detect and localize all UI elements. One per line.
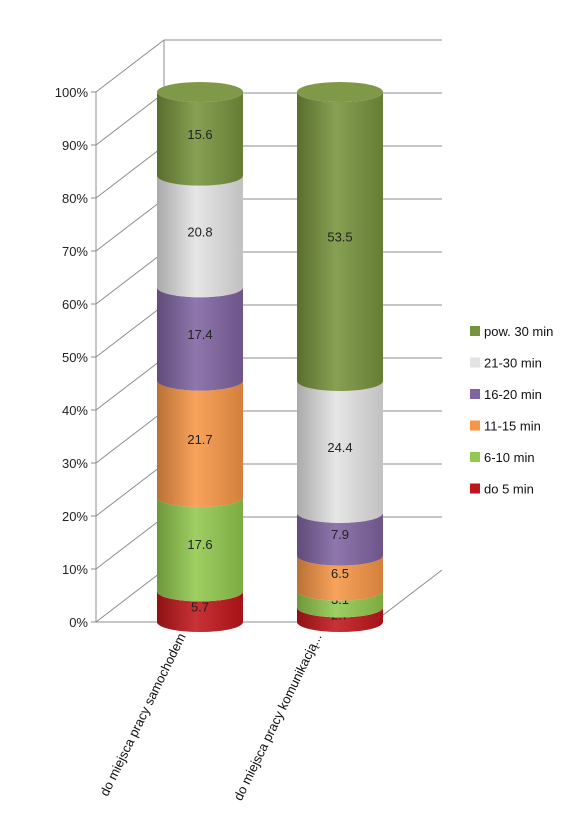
y-tick-label: 50% bbox=[62, 350, 88, 365]
bar-segment bbox=[297, 590, 383, 618]
gridline-side bbox=[95, 92, 165, 146]
data-label: 21.7 bbox=[187, 432, 212, 447]
y-tick-label: 0% bbox=[69, 615, 88, 630]
bar-top-cap bbox=[157, 82, 243, 102]
data-label: 53.5 bbox=[327, 230, 352, 245]
bar-segment bbox=[157, 287, 243, 391]
bar-segment bbox=[157, 591, 243, 632]
gridlines bbox=[95, 39, 442, 570]
floor-right-edge bbox=[373, 569, 443, 623]
bar-segment bbox=[157, 175, 243, 298]
legend-item: pow. 30 min bbox=[470, 324, 553, 339]
y-tick-label: 20% bbox=[62, 509, 88, 524]
bar-segment bbox=[157, 497, 243, 602]
data-label: 6.5 bbox=[331, 566, 349, 581]
legend-label: do 5 min bbox=[484, 482, 534, 497]
gridline-side bbox=[95, 145, 165, 199]
legend-item: 21-30 min bbox=[470, 356, 542, 371]
category-label: do miejsca pracy komunikacją... bbox=[230, 631, 324, 803]
y-tick-label: 40% bbox=[62, 403, 88, 418]
bar-segment bbox=[297, 555, 383, 601]
bars: 5.717.621.717.420.815.62.73.16.57.924.45… bbox=[157, 82, 383, 632]
y-tick-label: 100% bbox=[55, 85, 89, 100]
y-tick-label: 70% bbox=[62, 244, 88, 259]
legend-item: 6-10 min bbox=[470, 450, 535, 465]
data-label: 20.8 bbox=[187, 224, 212, 239]
y-tick-label: 60% bbox=[62, 297, 88, 312]
y-tick-label: 90% bbox=[62, 138, 88, 153]
data-label: 5.7 bbox=[191, 600, 209, 615]
legend-label: pow. 30 min bbox=[484, 324, 553, 339]
data-label: 15.6 bbox=[187, 127, 212, 142]
bar-segment bbox=[157, 380, 243, 508]
bar-stack: 2.73.16.57.924.453.5 bbox=[297, 82, 383, 632]
legend-item: 16-20 min bbox=[470, 387, 542, 402]
legend-label: 21-30 min bbox=[484, 356, 542, 371]
legend: pow. 30 min 21-30 min 16-20 min 11-15 min 6-… bbox=[470, 324, 553, 497]
legend-swatch bbox=[470, 420, 480, 431]
legend-label: 16-20 min bbox=[484, 387, 542, 402]
gridline-side bbox=[95, 516, 165, 570]
data-label: 7.9 bbox=[331, 527, 349, 542]
gridline-side bbox=[95, 251, 165, 305]
bar-segment bbox=[157, 92, 243, 186]
gridline-side bbox=[95, 410, 165, 464]
bar-segment bbox=[297, 92, 383, 392]
legend-swatch bbox=[470, 357, 480, 368]
bar-segment bbox=[297, 607, 383, 632]
legend-item: do 5 min bbox=[470, 482, 534, 497]
category-label: do miejsca pracy samochodem bbox=[97, 631, 189, 799]
data-label: 17.6 bbox=[187, 537, 212, 552]
y-axis: 0% 10% 20% 30% 40% 50% 60% 70% 80% 90% 100% bbox=[55, 85, 96, 630]
chart-walls bbox=[95, 40, 443, 623]
gridline-side bbox=[95, 357, 165, 411]
legend-swatch bbox=[470, 326, 480, 336]
x-axis: do miejsca pracy samochodem do miejsca pr… bbox=[97, 631, 325, 803]
gridline-side bbox=[95, 198, 165, 252]
bar-segment bbox=[297, 512, 383, 566]
gridline-side bbox=[95, 39, 165, 93]
legend-swatch bbox=[470, 389, 480, 399]
data-label: 17.4 bbox=[187, 327, 212, 342]
gridline-side bbox=[95, 304, 165, 358]
bar-top-cap bbox=[297, 82, 383, 102]
legend-label: 6-10 min bbox=[484, 450, 535, 465]
legend-swatch bbox=[470, 452, 480, 462]
y-tick-label: 80% bbox=[62, 191, 88, 206]
bar-stack: 5.7 17.6 21.7 17.4 20.8 15.6 bbox=[157, 82, 243, 632]
y-tick-label: 10% bbox=[62, 562, 88, 577]
legend-label: 11-15 min bbox=[484, 419, 541, 434]
legend-item: 11-15 min bbox=[470, 419, 541, 434]
floor-left-edge bbox=[95, 569, 165, 623]
legend-swatch bbox=[470, 483, 480, 494]
bar-segment bbox=[297, 381, 383, 523]
y-tick-label: 30% bbox=[62, 456, 88, 471]
gridline-side bbox=[95, 463, 165, 517]
data-label: 24.4 bbox=[327, 440, 352, 455]
